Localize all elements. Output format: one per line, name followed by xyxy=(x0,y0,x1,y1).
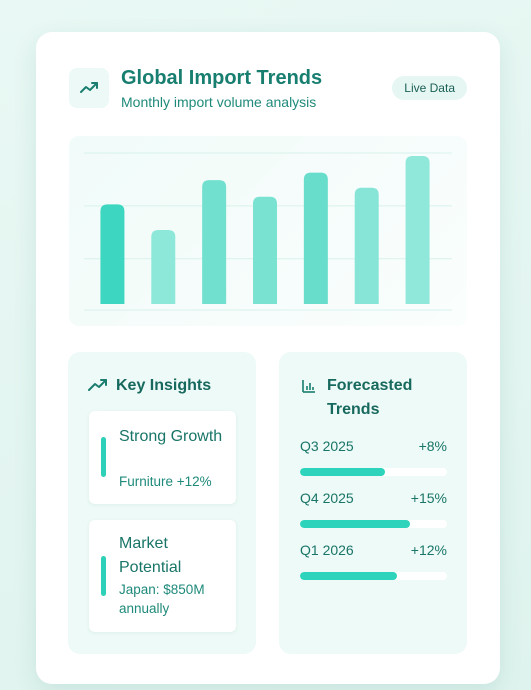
card-header: Global Import Trends Monthly import volu… xyxy=(69,67,467,113)
chart-bar[interactable] xyxy=(202,180,226,304)
insight-description: Japan: $850M annually xyxy=(119,580,230,618)
forecast-panel: Forecasted Trends Q3 2025 +8% Q4 2025 +15% Q… xyxy=(279,352,467,654)
chart-bar[interactable] xyxy=(406,156,430,304)
bar-chart-icon xyxy=(299,374,319,398)
forecast-change: +12% xyxy=(411,542,447,558)
chart-bar[interactable] xyxy=(151,230,175,304)
forecast-progress-track xyxy=(300,520,447,528)
forecast-period: Q3 2025 xyxy=(300,438,354,454)
insight-description: Furniture +12% xyxy=(119,472,230,491)
trending-up-icon xyxy=(69,68,109,108)
insight-card-market-potential[interactable]: Market Potential Japan: $850M annually xyxy=(89,520,236,632)
insight-accent-bar xyxy=(101,437,106,477)
insight-title: Strong Growth xyxy=(119,425,228,449)
forecast-period: Q4 2025 xyxy=(300,490,354,506)
chart-svg xyxy=(69,136,467,326)
import-volume-chart xyxy=(69,136,467,326)
forecast-change: +15% xyxy=(411,490,447,506)
forecast-progress-fill xyxy=(300,520,410,528)
insight-card-strong-growth[interactable]: Strong Growth Furniture +12% xyxy=(89,411,236,504)
forecast-change: +8% xyxy=(419,438,447,454)
forecast-progress-track xyxy=(300,468,447,476)
trending-up-icon xyxy=(88,374,108,398)
chart-bar[interactable] xyxy=(253,197,277,304)
key-insights-heading: Key Insights xyxy=(88,374,242,398)
import-trends-card: Global Import Trends Monthly import volu… xyxy=(36,32,500,684)
insight-accent-bar xyxy=(101,556,106,596)
page-title: Global Import Trends xyxy=(121,67,322,90)
key-insights-panel: Key Insights Strong Growth Furniture +12… xyxy=(68,352,256,654)
forecast-period: Q1 2026 xyxy=(300,542,354,558)
forecast-heading: Forecasted Trends xyxy=(299,374,453,422)
chart-bar[interactable] xyxy=(100,204,124,304)
forecast-progress-fill xyxy=(300,572,397,580)
forecast-progress-fill xyxy=(300,468,385,476)
forecast-progress-track xyxy=(300,572,447,580)
forecast-title: Forecasted Trends xyxy=(327,374,423,422)
chart-bar[interactable] xyxy=(355,188,379,304)
page-subtitle: Monthly import volume analysis xyxy=(121,94,316,110)
live-data-badge[interactable]: Live Data xyxy=(392,76,467,100)
key-insights-title: Key Insights xyxy=(116,374,211,398)
insight-title: Market Potential xyxy=(119,532,228,580)
chart-bar[interactable] xyxy=(304,173,328,304)
